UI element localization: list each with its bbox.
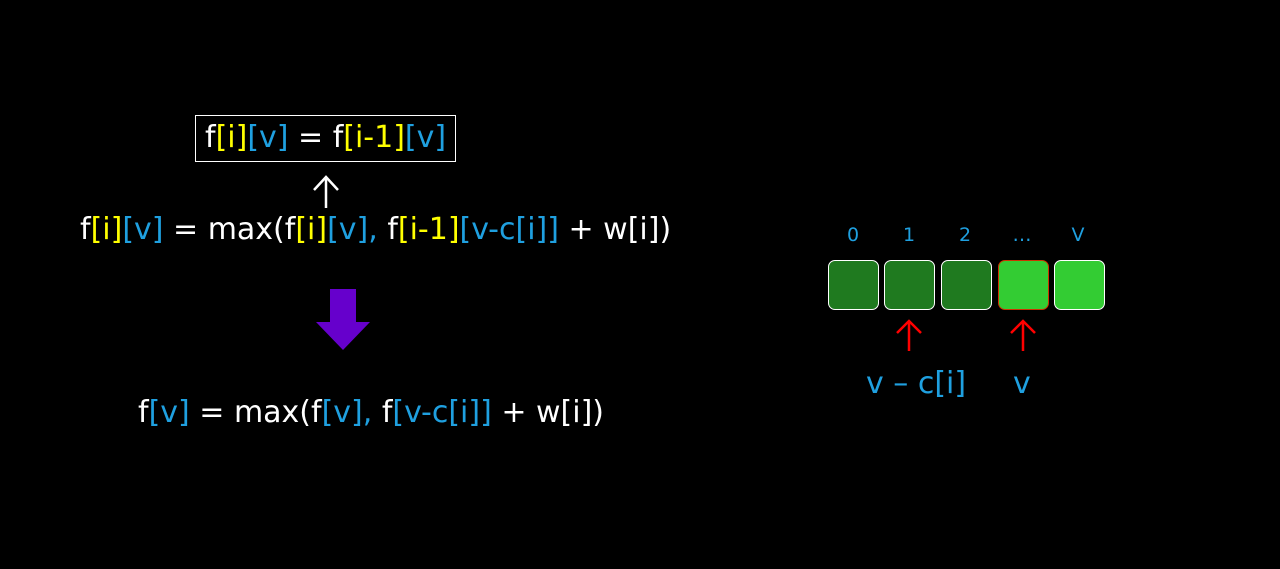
boxed-equation-frame (195, 115, 456, 162)
equation-segment: f (381, 395, 393, 430)
equation-segment: f (80, 212, 91, 247)
index-label: 1 (902, 224, 916, 246)
down-arrow-icon (316, 289, 370, 350)
equation-segment: [v] (247, 120, 289, 155)
index-label: 2 (958, 224, 972, 246)
array-cell (884, 260, 935, 310)
equation-segment: [v], (327, 212, 388, 247)
index-label: 0 (846, 224, 860, 246)
bottom-equation: f[v] = max(f[v], f[v-c[i]] + w[i]) (138, 398, 604, 428)
equation-segment: [i] (90, 212, 123, 247)
equation-segment: [v] (122, 212, 164, 247)
index-label: V (1071, 224, 1085, 246)
red-up-arrow-icon (896, 319, 922, 351)
equation-segment: + w[i]) (491, 395, 604, 430)
middle-equation: f[i][v] = max(f[i][v], f[i-1][v-c[i]] + … (80, 215, 671, 245)
equation-segment: f (138, 395, 149, 430)
array-cell-highlighted (998, 260, 1049, 310)
equation-segment: [i-1] (397, 212, 460, 247)
pointer-label-v: v (1013, 366, 1031, 401)
equation-segment: f (205, 120, 216, 155)
equation-segment: [i-1] (343, 120, 405, 155)
equation-segment: = f (288, 120, 344, 155)
up-arrow-icon (313, 175, 339, 208)
equation-segment: f (387, 212, 398, 247)
equation-segment: [v-c[i]] (392, 395, 492, 430)
equation-segment: [v] (404, 120, 447, 155)
pointer-label-v-minus-ci: v – c[i] (866, 366, 967, 401)
equation-segment: [i] (295, 212, 328, 247)
top-equation: f[i][v] = f[i-1][v] (205, 123, 446, 153)
equation-segment: [v-c[i]] (459, 212, 559, 247)
equation-segment: [i] (215, 120, 248, 155)
index-label: … (1012, 224, 1032, 246)
equation-segment: = max(f (189, 395, 322, 430)
array-cell (828, 260, 879, 310)
red-up-arrow-icon (1010, 319, 1036, 351)
array-cell (1054, 260, 1105, 310)
equation-segment: [v] (148, 395, 190, 430)
array-cell (941, 260, 992, 310)
equation-segment: [v], (321, 395, 382, 430)
equation-segment: + w[i]) (558, 212, 672, 247)
equation-segment: = max(f (163, 212, 296, 247)
